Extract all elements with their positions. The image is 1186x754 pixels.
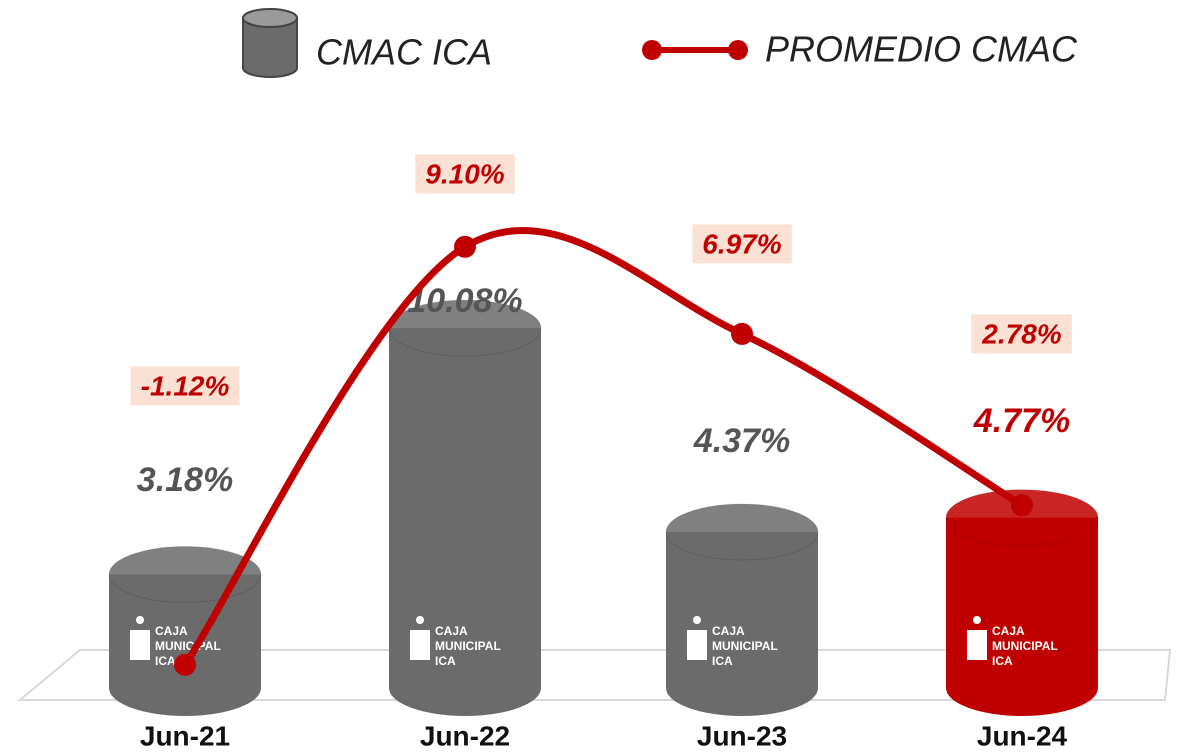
logo-text: MUNICIPAL [712,639,778,653]
logo-text: CAJA [992,624,1025,638]
logo-icon-dot [693,616,701,624]
line-point [454,235,476,258]
value-label: 6.97% [702,228,781,259]
logo-text: CAJA [435,624,468,638]
legend: CMAC ICA PROMEDIO CMAC [242,8,1078,78]
bar [109,574,261,716]
logo-text: ICA [435,654,456,668]
value-label: 3.18% [137,461,233,499]
x-tick-label: Jun-22 [420,720,510,751]
logo-text: ICA [155,654,176,668]
x-tick-label: Jun-21 [140,720,230,751]
logo-icon-dot [973,616,981,624]
logo-icon-dot [416,616,424,624]
logo-text: ICA [712,654,733,668]
legend-label: CMAC ICA [316,32,492,73]
logo-text: MUNICIPAL [435,639,501,653]
x-tick-label: Jun-23 [697,720,787,751]
bar [666,531,818,716]
legend-swatch-dot [642,40,662,60]
line [182,227,1024,667]
value-label-bg [415,154,515,194]
line-point [731,322,753,345]
bar-top [665,503,819,561]
value-label: 9.10% [425,158,504,189]
logo-icon-dot [136,616,144,624]
legend-label: PROMEDIO CMAC [765,29,1078,70]
legend-swatch-top [242,8,298,28]
line-point [1011,494,1033,517]
value-label: 4.37% [693,422,790,460]
logo-icon [410,630,430,660]
logo-icon [687,630,707,660]
logo-icon [967,630,987,660]
line-point [174,653,196,676]
value-label: -1.12% [141,370,230,401]
logo-text: MUNICIPAL [992,639,1058,653]
x-tick-label: Jun-24 [977,720,1068,751]
legend-swatch-bar [242,17,298,78]
logo-text: CAJA [155,624,188,638]
logo-text: MUNICIPAL [155,639,221,653]
value-label: 4.77% [973,402,1070,440]
value-label-bg [130,366,240,406]
legend-swatch-dot [728,40,748,60]
logo-icon [130,630,150,660]
bar [389,328,541,716]
bar-top [945,489,1099,547]
value-label-bg [692,224,792,264]
logo-text: CAJA [712,624,745,638]
value-label: 2.78% [981,318,1061,349]
value-label: 10.08% [407,282,522,320]
value-label-bg [971,314,1072,354]
bar [946,517,1098,716]
bar-top [108,545,262,603]
logo-text: ICA [992,654,1013,668]
